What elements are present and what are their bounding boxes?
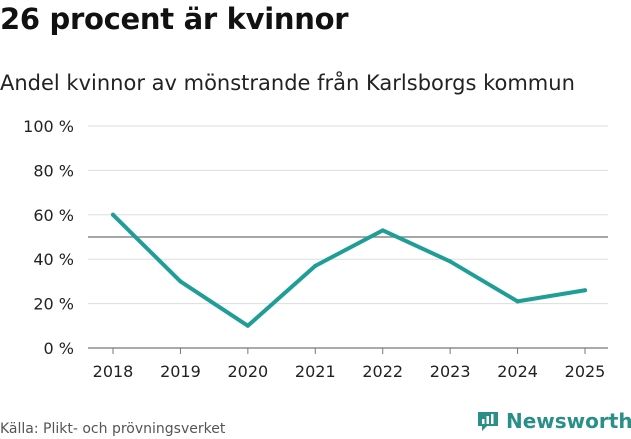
data-point-2022	[380, 228, 385, 233]
y-tick-label-0: 0 %	[44, 339, 74, 358]
data-point-2025	[583, 288, 587, 293]
x-tick-label-2022: 2022	[362, 362, 403, 381]
x-tick-label-2019: 2019	[160, 362, 201, 381]
brand-logo: Newsworthy	[476, 409, 631, 433]
series-line-0	[111, 212, 587, 328]
chart-title: 26 procent är kvinnor	[0, 2, 349, 36]
y-tick-label-40: 40 %	[33, 250, 74, 269]
x-tick-label-2023: 2023	[430, 362, 471, 381]
x-tick-label-2020: 2020	[227, 362, 268, 381]
brand-name: Newsworthy	[506, 409, 631, 433]
data-point-2023	[448, 259, 453, 264]
y-tick-label-80: 80 %	[33, 161, 74, 180]
data-point-2020	[245, 323, 250, 328]
source-note: Källa: Plikt- och prövningsverket	[0, 421, 226, 437]
data-point-2019	[178, 279, 183, 284]
x-tick-label-2018: 2018	[93, 362, 134, 381]
data-point-2021	[313, 263, 318, 268]
y-tick-label-60: 60 %	[33, 206, 74, 225]
newsworthy-logo-icon	[478, 412, 498, 431]
x-tick-label-2024: 2024	[497, 362, 538, 381]
x-tick-label-2021: 2021	[295, 362, 336, 381]
y-tick-label-20: 20 %	[33, 295, 74, 314]
data-point-2024	[515, 299, 520, 304]
data-point-2018	[111, 212, 115, 217]
x-tick-label-2025: 2025	[565, 362, 606, 381]
y-tick-label-100: 100 %	[23, 117, 74, 136]
chart-subtitle: Andel kvinnor av mönstrande från Karlsbo…	[0, 71, 575, 95]
